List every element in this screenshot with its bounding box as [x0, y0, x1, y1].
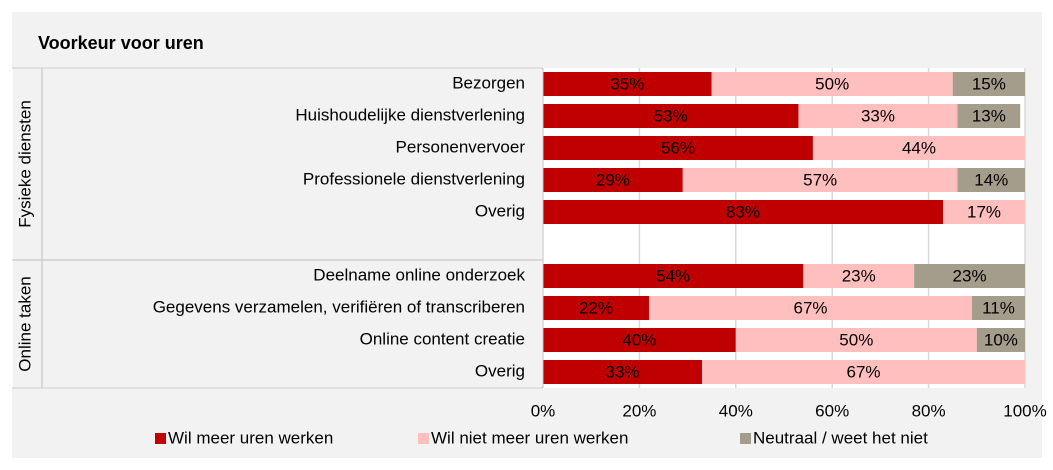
data-label: 53%: [654, 106, 688, 125]
bar-segment: [543, 264, 804, 288]
bar-segment: [812, 136, 1025, 160]
bar-segment: [543, 136, 813, 160]
y-tick-label: Overig: [475, 361, 525, 380]
bar-segment: [702, 360, 1025, 384]
legend-label: Wil niet meer uren werken: [431, 428, 628, 447]
y-tick-label: Personenvervoer: [396, 137, 526, 156]
data-label: 54%: [656, 266, 690, 285]
data-label: 40%: [622, 330, 656, 349]
data-label: 13%: [972, 106, 1006, 125]
data-label: 17%: [967, 202, 1001, 221]
data-label: 23%: [842, 266, 876, 285]
data-label: 44%: [902, 138, 936, 157]
y-tick-label: Deelname online onderzoek: [313, 265, 525, 284]
data-label: 56%: [661, 138, 695, 157]
bar-segment: [543, 104, 799, 128]
x-tick-label: 100%: [1003, 401, 1046, 420]
data-label: 29%: [596, 170, 630, 189]
y-tick-label: Online content creatie: [360, 329, 525, 348]
data-label: 67%: [793, 298, 827, 317]
bar-segment: [976, 328, 1025, 352]
bar-segment: [957, 104, 1021, 128]
legend-label: Neutraal / weet het niet: [753, 428, 928, 447]
data-label: 50%: [839, 330, 873, 349]
x-tick-label: 20%: [622, 401, 656, 420]
y-tick-label: Bezorgen: [452, 73, 525, 92]
legend-label: Wil meer uren werken: [168, 428, 333, 447]
y-tick-label: Gegevens verzamelen, verifiëren of trans…: [153, 297, 525, 316]
data-label: 14%: [974, 170, 1008, 189]
bar-segment: [649, 296, 972, 320]
data-label: 22%: [579, 298, 613, 317]
y-tick-label: Overig: [475, 201, 525, 220]
y-tick-label: Huishoudelijke dienstverlening: [295, 105, 525, 124]
group-label: Online taken: [15, 276, 34, 371]
data-label: 50%: [815, 74, 849, 93]
bar-segment: [682, 168, 958, 192]
legend-swatch: [740, 433, 751, 444]
bar-segment: [943, 200, 1025, 224]
bar-segment: [543, 360, 703, 384]
bar-segment: [543, 328, 736, 352]
data-label: 35%: [610, 74, 644, 93]
bar-segment: [957, 168, 1025, 192]
data-label: 67%: [847, 362, 881, 381]
data-label: 33%: [606, 362, 640, 381]
bar-segment: [735, 328, 977, 352]
legend-swatch: [155, 433, 166, 444]
bar-segment: [971, 296, 1025, 320]
bar-segment: [952, 72, 1025, 96]
x-tick-label: 80%: [912, 401, 946, 420]
data-label: 83%: [726, 202, 760, 221]
bar-segment: [543, 72, 712, 96]
bar-segment: [798, 104, 958, 128]
group-label: Fysieke diensten: [15, 100, 34, 228]
legend-swatch: [418, 433, 429, 444]
bar-segment: [711, 72, 953, 96]
bar-segment: [914, 264, 1025, 288]
chart-title: Voorkeur voor uren: [38, 33, 204, 53]
bar-segment: [543, 168, 683, 192]
data-label: 15%: [972, 74, 1006, 93]
x-tick-label: 40%: [719, 401, 753, 420]
x-tick-label: 60%: [815, 401, 849, 420]
data-label: 10%: [984, 330, 1018, 349]
data-label: 33%: [861, 106, 895, 125]
data-label: 23%: [953, 266, 987, 285]
y-tick-label: Professionele dienstverlening: [303, 169, 525, 188]
bar-segment: [543, 200, 944, 224]
data-label: 57%: [803, 170, 837, 189]
bar-segment: [803, 264, 915, 288]
x-tick-label: 0%: [531, 401, 556, 420]
bar-segment: [543, 296, 650, 320]
data-label: 11%: [982, 298, 1015, 317]
